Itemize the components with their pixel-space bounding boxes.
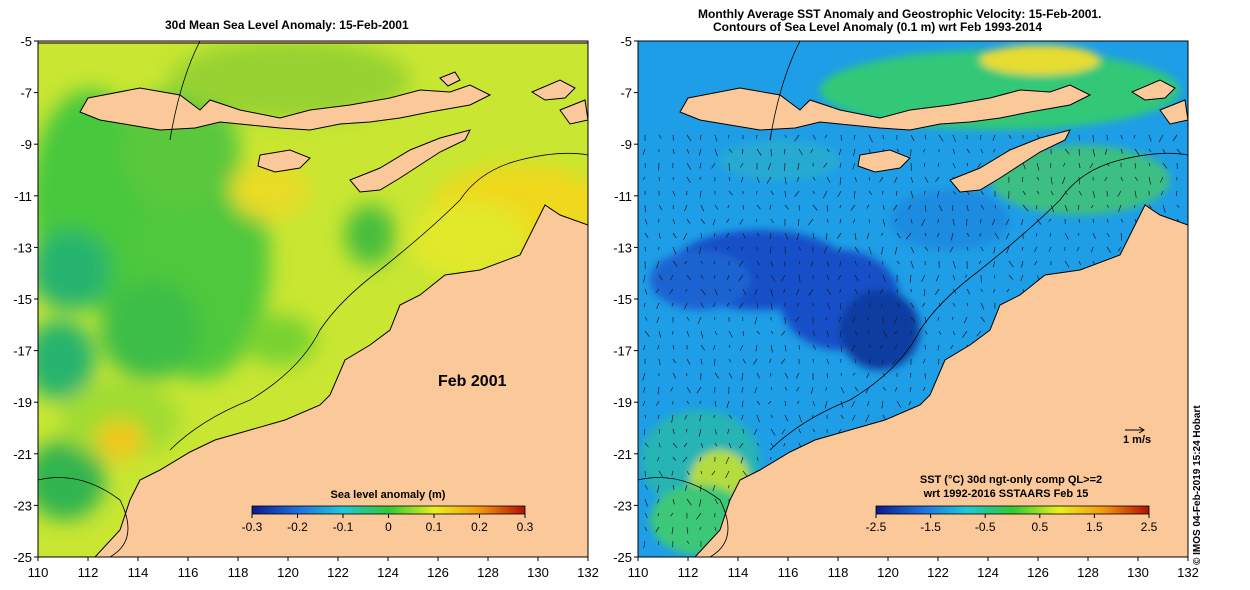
- left-lat-tick-label: -15: [13, 292, 32, 307]
- sla-colorbar-tick-label: 0.2: [471, 520, 488, 534]
- right-lat-tick-label: -25: [613, 550, 632, 565]
- left-lat-tick-label: -13: [13, 240, 32, 255]
- sla-month-label: Feb 2001: [438, 373, 507, 390]
- left-lon-tick-label: 118: [228, 565, 249, 580]
- sst-colorbar-title-line2: wrt 1992-2016 SSTAARS Feb 15: [923, 488, 1089, 500]
- right-lat-tick-label: -15: [613, 292, 632, 307]
- left-lat-tick-label: -11: [14, 189, 32, 204]
- right-lon-tick-label: 132: [1177, 565, 1199, 580]
- sst-colorbar: SST (°C) 30d ngt-only comp QL>=2 wrt 199…: [866, 474, 1158, 534]
- left-lat-tick-label: -17: [13, 344, 32, 359]
- sst-colorbar-tick-label: -0.5: [975, 520, 996, 534]
- right-lon-tick-label: 128: [1077, 565, 1099, 580]
- sla-colorbar-tick-label: 0.3: [517, 520, 534, 534]
- right-lon-tick-label: 130: [1127, 565, 1149, 580]
- left-lon-tick-label: 126: [427, 565, 449, 580]
- left-lat-tick-label: -19: [13, 395, 32, 410]
- right-lat-tick-label: -17: [613, 344, 632, 359]
- right-lon-tick-label: 118: [828, 565, 849, 580]
- velocity-scale: 1 m/s: [1123, 426, 1151, 446]
- left-lon-tick-label: 110: [28, 565, 49, 580]
- left-lon-tick-label: 120: [277, 565, 299, 580]
- right-map-title-line1: Monthly Average SST Anomaly and Geostrop…: [698, 7, 1102, 21]
- right-lat-tick-label: -5: [620, 34, 632, 49]
- right-lat-tick-label: -21: [613, 447, 632, 462]
- sst-colorbar-bar: [875, 505, 1150, 515]
- right-lon-tick-label: 116: [778, 565, 799, 580]
- credit-text: © IMOS 04-Feb-2019 15:24 Hobart: [1192, 405, 1203, 565]
- right-lon-tick-label: 110: [628, 565, 649, 580]
- left-lon-tick-label: 124: [377, 565, 399, 580]
- velocity-scale-label: 1 m/s: [1123, 434, 1151, 446]
- right-lon-tick-label: 126: [1027, 565, 1049, 580]
- left-lon-tick-label: 112: [78, 565, 99, 580]
- right-lon-tick-label: 122: [927, 565, 949, 580]
- right-lat-tick-label: -7: [620, 86, 632, 101]
- sla-colorbar: Sea level anomaly (m) -0.3 -0.2 -0.1 0 0.1 0.…: [242, 489, 534, 534]
- right-lat-tick-label: -11: [614, 189, 632, 204]
- sst-colorbar-tick-label: 1.5: [1086, 520, 1103, 534]
- sst-colorbar-tick-label: -1.5: [920, 520, 941, 534]
- right-lon-tick-label: 120: [877, 565, 899, 580]
- left-lat-tick-label: -5: [20, 34, 32, 49]
- left-lon-tick-label: 114: [128, 565, 149, 580]
- sla-colorbar-title: Sea level anomaly (m): [331, 489, 446, 501]
- sla-colorbar-tick-label: -0.1: [333, 520, 354, 534]
- right-map-title-line2: Contours of Sea Level Anomaly (0.1 m) wr…: [713, 20, 1042, 34]
- sla-colorbar-tick-label: 0: [385, 520, 392, 534]
- left-lat-tick-label: -21: [13, 447, 32, 462]
- left-lon-tick-label: 116: [178, 565, 199, 580]
- sst-colorbar-tick-label: 2.5: [1141, 520, 1158, 534]
- right-lon-tick-label: 112: [678, 565, 699, 580]
- sla-colorbar-tick-label: -0.3: [242, 520, 263, 534]
- right-lat-tick-label: -13: [613, 240, 632, 255]
- right-lat-tick-label: -23: [613, 498, 632, 513]
- left-lon-tick-label: 130: [527, 565, 549, 580]
- left-lon-tick-label: 128: [477, 565, 499, 580]
- sla-map: Feb 2001: [38, 41, 588, 557]
- sla-colorbar-bar: [251, 505, 526, 515]
- sst-colorbar-tick-label: 0.5: [1031, 520, 1048, 534]
- right-lat-tick-label: -9: [620, 137, 632, 152]
- right-lat-tick-label: -19: [613, 395, 632, 410]
- sla-colorbar-tick-label: 0.1: [426, 520, 443, 534]
- sla-colorbar-tick-label: -0.2: [287, 520, 308, 534]
- sst-colorbar-title-line1: SST (°C) 30d ngt-only comp QL>=2: [920, 474, 1102, 486]
- left-lon-tick-label: 122: [327, 565, 349, 580]
- left-map-title: 30d Mean Sea Level Anomaly: 15-Feb-2001: [165, 18, 409, 32]
- sst-colorbar-tick-label: -2.5: [866, 520, 887, 534]
- right-lon-tick-label: 124: [977, 565, 999, 580]
- left-lat-tick-label: -23: [13, 498, 32, 513]
- left-lat-tick-label: -9: [20, 137, 32, 152]
- right-lon-tick-label: 114: [728, 565, 749, 580]
- left-lat-tick-label: -7: [20, 86, 32, 101]
- left-lat-tick-label: -25: [13, 550, 32, 565]
- left-lon-tick-label: 132: [577, 565, 599, 580]
- sst-map: 1 m/s: [638, 41, 1188, 557]
